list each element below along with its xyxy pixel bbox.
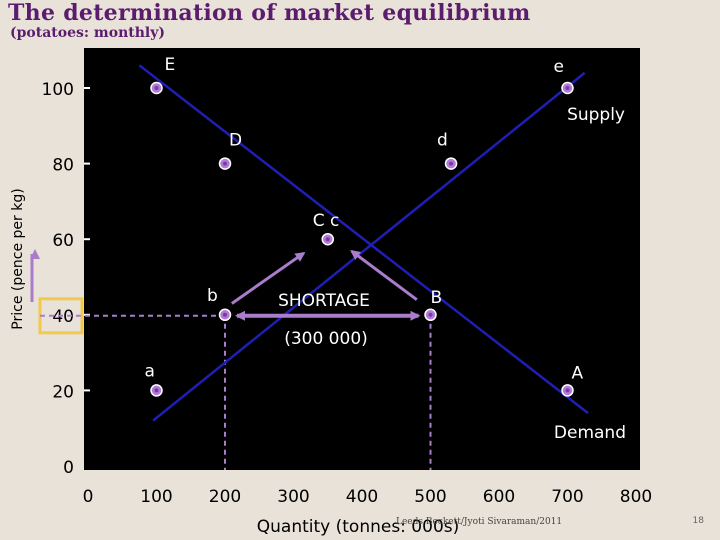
x-tick-label: 0: [83, 487, 94, 507]
supply-point-core-d: [449, 161, 454, 166]
x-tick-label: 300: [277, 487, 309, 507]
footer-credit: Leeds Beckett/Jyoti Sivaraman/2011: [396, 517, 563, 527]
demand-curve: [138, 64, 589, 415]
x-tick-label: 200: [209, 487, 241, 507]
x-tick-label: 500: [414, 487, 446, 507]
x-axis-title: Quantity (tonnes: 000s): [257, 517, 460, 537]
point-label-a: a: [145, 361, 155, 381]
supply-point-core-a: [154, 388, 159, 393]
point-label-D: D: [229, 131, 242, 151]
y-tick-label: 40: [52, 307, 74, 327]
point-label-E: E: [165, 55, 176, 75]
supply-curve: [152, 71, 586, 422]
equilibrium-label: C c: [313, 211, 340, 231]
point-label-d: d: [437, 131, 448, 151]
point-label-e: e: [554, 57, 564, 77]
slide-title: The determination of market equilibrium: [8, 0, 531, 26]
y-tick-label: 80: [52, 156, 74, 176]
y-axis-title: Price (pence per kg): [10, 188, 26, 329]
y-tick-label: 60: [52, 231, 74, 251]
x-tick-label: 100: [140, 487, 172, 507]
demand-point-core-A: [565, 388, 570, 393]
page-number: 18: [692, 516, 704, 526]
y-tick-label: 20: [52, 382, 74, 402]
shortage-amount: (300 000): [284, 329, 368, 349]
arrow-b-to-c: [230, 251, 306, 305]
demand-point-core-B: [428, 312, 433, 317]
x-tick-label: 700: [551, 487, 583, 507]
demand-point-core-D: [223, 161, 227, 166]
point-label-A: A: [572, 363, 584, 383]
shortage-label: SHORTAGE: [278, 291, 370, 311]
series-label-supply: Supply: [567, 105, 625, 125]
arrow-B-to-C: [350, 249, 418, 301]
point-label-B: B: [431, 288, 443, 308]
supply-point-core-e: [565, 86, 570, 90]
y-tick-label: 100: [42, 80, 74, 100]
series-label-demand: Demand: [554, 423, 626, 443]
x-tick-label: 800: [620, 487, 652, 507]
y-tick-label: 0: [63, 458, 74, 478]
demand-point-core-C: [325, 237, 330, 242]
supply-point-core-b: [223, 312, 227, 317]
demand-point-core-E: [154, 86, 159, 90]
slide-subtitle: (potatoes: monthly): [10, 25, 165, 41]
point-label-b: b: [207, 286, 218, 306]
x-tick-label: 400: [346, 487, 378, 507]
x-tick-label: 600: [483, 487, 515, 507]
